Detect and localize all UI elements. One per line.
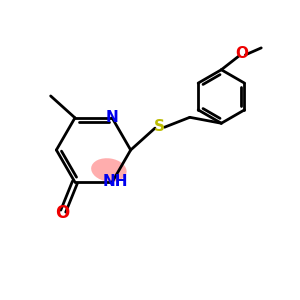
Text: N: N	[106, 110, 118, 125]
Text: NH: NH	[102, 174, 128, 189]
Text: O: O	[56, 205, 70, 223]
Text: O: O	[236, 46, 248, 61]
Ellipse shape	[91, 158, 127, 182]
Text: S: S	[154, 119, 165, 134]
